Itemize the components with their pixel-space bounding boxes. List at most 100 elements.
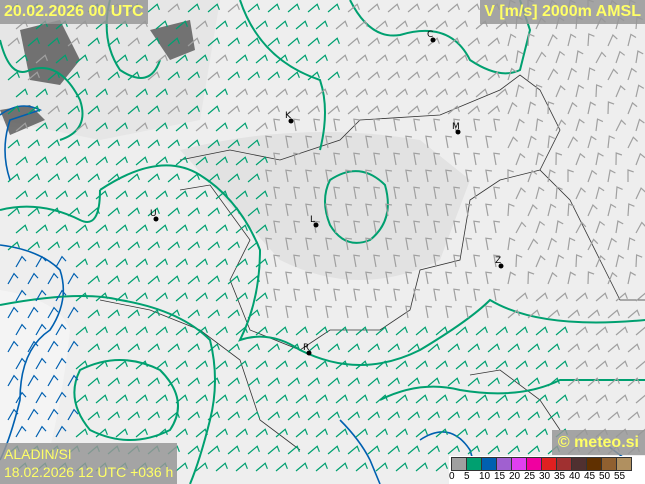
wind-barb xyxy=(155,190,168,200)
wind-barb xyxy=(493,254,500,268)
wind-barb xyxy=(175,190,188,200)
wind-barb xyxy=(467,3,480,13)
wind-barb xyxy=(67,71,80,81)
legend-swatches xyxy=(451,457,632,471)
wind-barb xyxy=(575,394,588,404)
wind-barb xyxy=(467,71,480,81)
wind-barb xyxy=(267,71,280,81)
wind-barb xyxy=(587,67,596,81)
legend-tick: 50 xyxy=(599,471,611,482)
wind-barb xyxy=(147,309,160,319)
wind-barb xyxy=(607,68,619,81)
wind-barb xyxy=(255,190,268,200)
wind-barb xyxy=(587,33,595,47)
wind-barb xyxy=(535,186,545,200)
wind-barb xyxy=(293,152,300,166)
wind-barb xyxy=(7,340,19,353)
wind-barb xyxy=(535,428,548,438)
wind-barb xyxy=(215,394,228,404)
wind-barb xyxy=(227,71,240,81)
wind-barb xyxy=(167,71,180,81)
wind-barb xyxy=(635,326,645,336)
wind-barb xyxy=(373,152,380,166)
wind-barb xyxy=(135,224,148,234)
wind-barb xyxy=(435,462,448,472)
wind-barb xyxy=(415,326,428,336)
wind-barb xyxy=(47,272,59,285)
wind-barb xyxy=(507,203,515,217)
wind-barb xyxy=(387,445,400,455)
wind-barb xyxy=(27,408,39,421)
wind-barb xyxy=(35,323,47,336)
wind-barb xyxy=(307,37,320,47)
wind-barb xyxy=(567,101,578,115)
wind-barb xyxy=(595,186,605,200)
wind-barb xyxy=(127,71,140,81)
wind-barb xyxy=(107,207,120,217)
wind-barb xyxy=(507,237,516,251)
wind-barb xyxy=(635,292,645,302)
wind-barb xyxy=(7,139,20,149)
wind-barb xyxy=(195,258,208,268)
wind-barb xyxy=(115,224,128,234)
wind-barb xyxy=(515,187,526,200)
wind-barb xyxy=(335,394,348,404)
wind-barb xyxy=(335,54,348,64)
legend-tick: 45 xyxy=(584,471,596,482)
wind-barb xyxy=(455,20,468,30)
wind-barb xyxy=(453,186,460,200)
wind-barb xyxy=(535,326,548,336)
wind-barb xyxy=(507,411,520,421)
wind-barb xyxy=(575,221,587,234)
wind-barb xyxy=(327,37,340,47)
wind-barb xyxy=(247,275,260,285)
wind-barb xyxy=(147,139,160,149)
wind-barb xyxy=(427,445,440,455)
wind-barb xyxy=(595,292,608,302)
wind-barb xyxy=(395,394,408,404)
wind-barb xyxy=(67,272,79,285)
wind-barb xyxy=(455,54,468,64)
wind-barb xyxy=(515,221,527,234)
wind-barb xyxy=(487,71,500,81)
wind-barb xyxy=(515,254,523,268)
wind-barb xyxy=(467,377,480,387)
wind-barb xyxy=(75,258,88,268)
wind-barb xyxy=(47,173,60,183)
wind-barb xyxy=(455,360,468,370)
wind-barb xyxy=(55,391,67,404)
wind-barb xyxy=(405,237,412,251)
wind-barb xyxy=(445,271,452,285)
wind-barb xyxy=(215,428,228,438)
wind-barb xyxy=(473,254,480,268)
wind-barb xyxy=(547,203,557,217)
wind-barb xyxy=(87,105,100,115)
wind-barb xyxy=(465,271,472,285)
wind-barb xyxy=(167,411,180,421)
wind-barb xyxy=(27,37,40,47)
wind-barb xyxy=(405,135,412,149)
wind-barb xyxy=(635,84,645,98)
wind-barb xyxy=(55,323,67,336)
wind-barb xyxy=(335,326,348,336)
wind-barb xyxy=(107,241,120,251)
wind-barb xyxy=(87,411,100,421)
wind-barb xyxy=(547,271,558,285)
legend-swatch xyxy=(542,458,557,470)
wind-barb xyxy=(75,224,88,234)
wind-barb xyxy=(115,292,128,302)
wind-barb xyxy=(547,101,555,115)
wind-barb xyxy=(307,445,320,455)
legend-tick: 35 xyxy=(554,471,566,482)
wind-barb xyxy=(627,67,637,81)
wind-barb xyxy=(305,271,312,285)
wind-barb xyxy=(473,152,480,166)
wind-barb xyxy=(345,203,352,217)
wind-barb xyxy=(187,411,200,421)
wind-barb xyxy=(555,152,563,166)
wind-barb xyxy=(373,220,380,234)
wind-barb xyxy=(247,71,260,81)
wind-barb xyxy=(435,428,448,438)
wind-barb xyxy=(313,220,320,234)
wind-barb xyxy=(447,71,460,81)
